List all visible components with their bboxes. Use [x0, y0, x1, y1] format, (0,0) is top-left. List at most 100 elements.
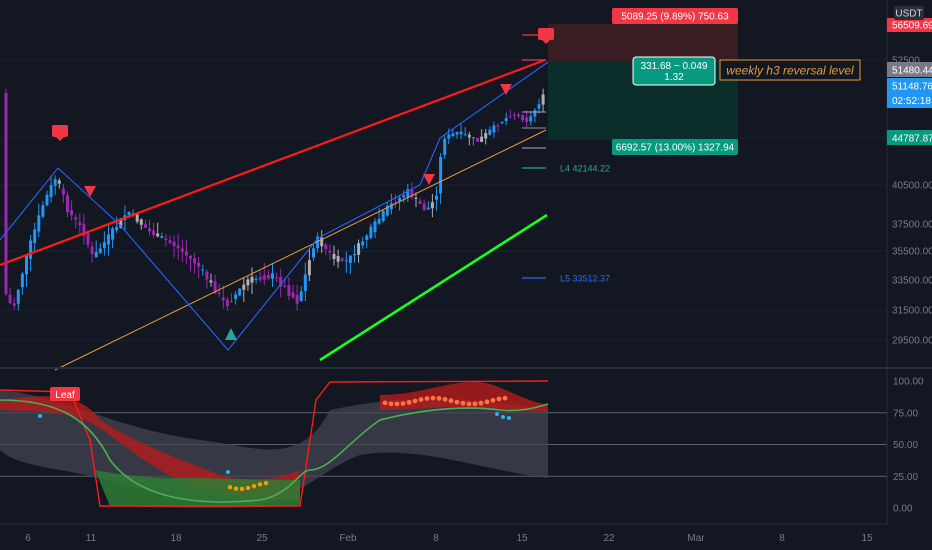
alert-flag-icon — [538, 28, 554, 40]
last-price-box — [887, 78, 932, 108]
candle-body — [20, 273, 24, 288]
osc-dot — [412, 398, 418, 404]
price-tick: 44787.87 — [892, 134, 932, 145]
osc-dot — [496, 396, 502, 402]
marker-price-box — [887, 130, 932, 145]
candle-body — [389, 203, 393, 209]
price-tick: 31500.00 — [892, 306, 932, 317]
candle-body — [348, 255, 352, 264]
candle-body — [533, 110, 537, 117]
candle-body — [426, 207, 430, 210]
candle-body — [29, 240, 33, 259]
candle-body — [303, 274, 307, 291]
candle-body — [156, 233, 160, 237]
channel-lower-line[interactable] — [54, 129, 547, 371]
osc-signal-line — [0, 399, 549, 503]
annotation-box[interactable] — [719, 59, 861, 81]
candle-body — [439, 156, 443, 194]
candle-body — [398, 197, 402, 202]
candle-body — [160, 236, 164, 238]
candle-body — [33, 229, 37, 243]
osc-tick: 0.00 — [893, 504, 913, 515]
osc-dot — [382, 400, 388, 406]
candle-body — [500, 121, 504, 124]
osc-dot — [394, 401, 400, 407]
osc-dot — [490, 397, 496, 403]
time-tick: 15 — [861, 533, 873, 544]
candle-body — [275, 277, 279, 279]
stop-label-box — [612, 139, 738, 155]
candle-body — [480, 136, 484, 142]
candle-body — [4, 92, 8, 295]
pivot-label: L4 42144.22 — [560, 164, 610, 174]
osc-dot — [388, 401, 394, 407]
candle-body — [148, 228, 151, 232]
candle-body — [537, 104, 541, 109]
osc-dot — [484, 399, 490, 405]
candle-body — [279, 276, 283, 287]
osc-dot — [501, 415, 505, 419]
candle-body — [504, 118, 508, 122]
currency-box — [894, 6, 924, 20]
osc-ribbon-bull — [95, 470, 300, 508]
osc-label-box — [50, 387, 80, 401]
target-price-box — [887, 18, 932, 32]
ratio-line-1: 331.68 ~ 0.049 — [640, 61, 707, 72]
candle-body — [225, 299, 229, 307]
osc-dot — [406, 399, 412, 405]
candle-body — [316, 236, 320, 249]
osc-dot — [472, 401, 478, 407]
candle-body — [336, 255, 340, 262]
osc-dot — [424, 396, 430, 401]
candle-body — [406, 189, 410, 198]
osc-dot — [257, 482, 263, 487]
candle-body — [111, 228, 115, 240]
candle-body — [414, 197, 418, 199]
candle-body — [455, 132, 459, 135]
current-price-box — [887, 62, 932, 77]
candle-body — [86, 233, 90, 245]
candle-body — [541, 94, 545, 105]
zigzag-pattern[interactable] — [0, 61, 549, 351]
resistance-trendline[interactable] — [0, 58, 546, 267]
time-axis[interactable]: 6 11 18 25 Feb 8 15 22 Mar 8 15 — [25, 533, 873, 544]
candle-body — [25, 254, 28, 275]
candle-body — [250, 276, 254, 283]
ratio-box[interactable] — [632, 56, 716, 86]
candle-body — [324, 244, 328, 249]
candle-body — [307, 260, 311, 276]
time-tick: 25 — [256, 533, 268, 544]
support-trendline[interactable] — [319, 213, 548, 362]
target-label: 5089.25 (9.89%) 750.63 — [621, 12, 729, 23]
candle-body — [344, 260, 348, 262]
candle-body — [496, 125, 500, 127]
osc-dot — [460, 400, 466, 406]
target-label-box — [612, 8, 738, 24]
time-tick: 11 — [86, 533, 97, 544]
candle-body — [488, 129, 492, 135]
candle-body — [152, 230, 156, 236]
candle-body — [266, 275, 270, 279]
price-tick: 40500.00 — [892, 181, 932, 192]
osc-dot — [502, 395, 508, 401]
osc-dot — [478, 400, 484, 406]
osc-dot — [430, 395, 436, 401]
candle-body — [172, 241, 176, 247]
target-zone[interactable] — [548, 24, 738, 62]
time-tick: Mar — [687, 533, 705, 544]
candle-body — [82, 223, 86, 236]
candle-body — [435, 195, 438, 200]
candle-body — [492, 125, 496, 133]
candle-body — [221, 297, 225, 301]
candle-body — [57, 180, 61, 184]
osc-label: Leaf — [55, 390, 75, 401]
osc-dot — [436, 395, 442, 401]
candle-body — [242, 284, 246, 290]
price-tick: 33500.00 — [892, 276, 932, 287]
candle-body — [484, 133, 488, 139]
annotation-text: weekly h3 reversal level — [726, 64, 854, 78]
candle-body — [340, 258, 344, 261]
price-axis[interactable]: 29500.00 31500.00 33500.00 35500.00 37500.00… — [887, 18, 932, 515]
candle-body — [16, 289, 20, 304]
